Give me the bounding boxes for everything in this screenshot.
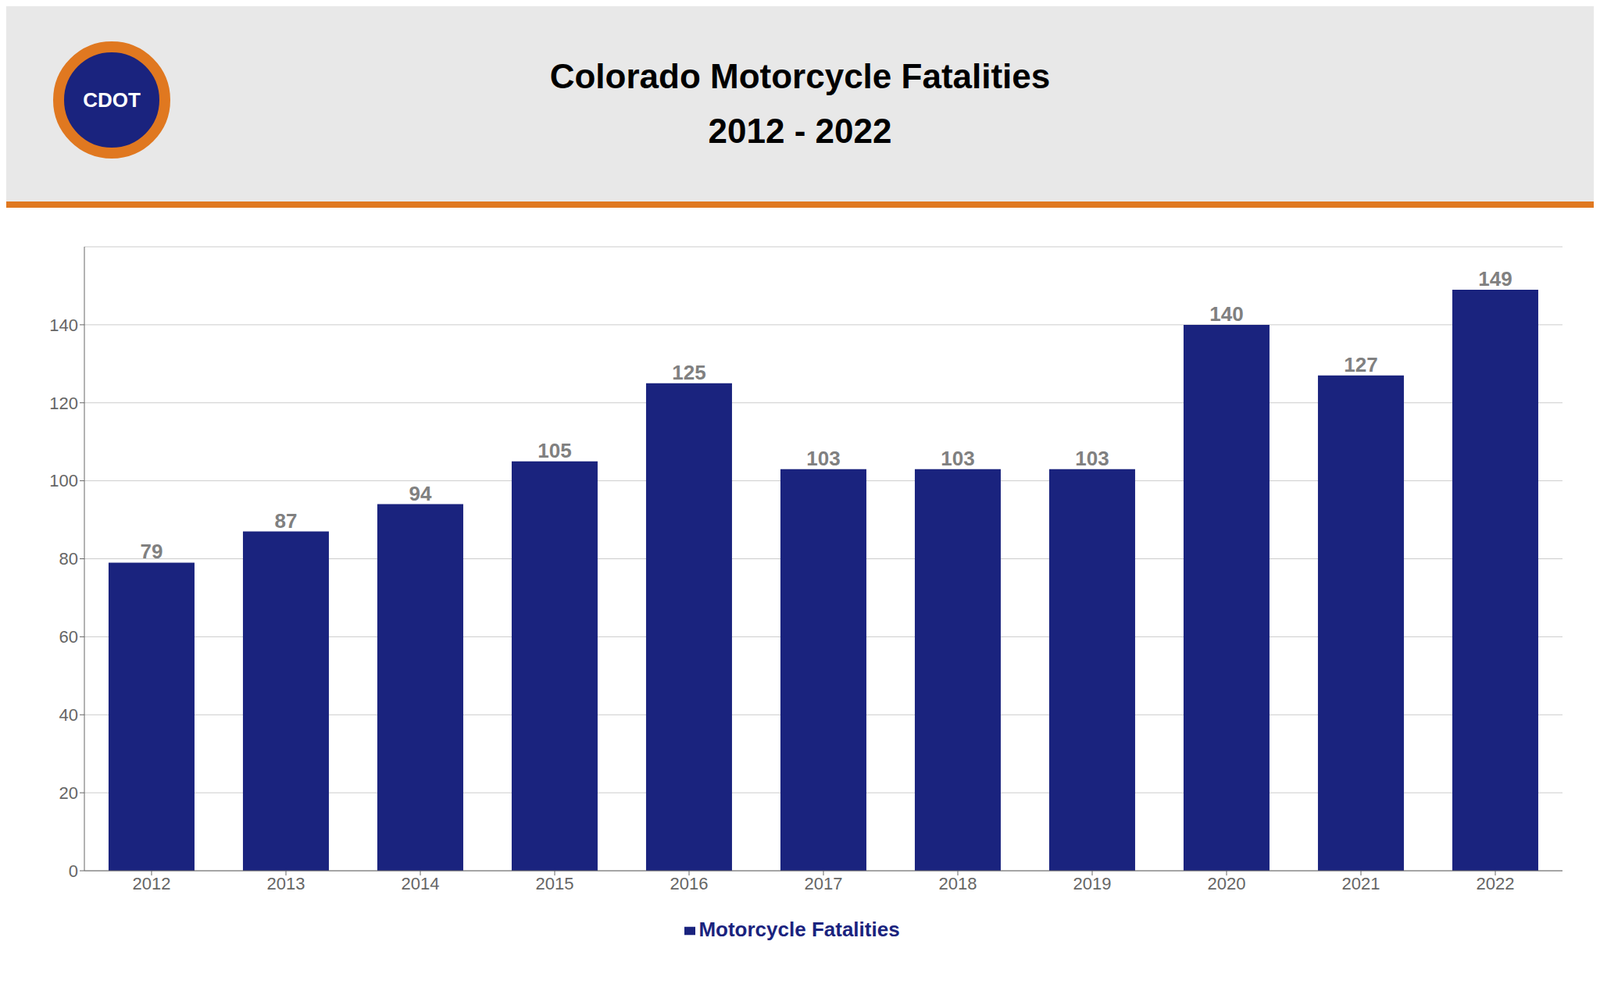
svg-text:2013: 2013 [267,874,306,894]
svg-text:2021: 2021 [1342,874,1381,894]
svg-text:125: 125 [671,360,706,385]
svg-text:140: 140 [49,315,79,336]
svg-text:2019: 2019 [1073,874,1112,894]
svg-text:140: 140 [1209,302,1243,326]
svg-text:120: 120 [49,393,79,414]
svg-text:105: 105 [537,439,572,463]
svg-text:100: 100 [49,471,79,491]
svg-text:94: 94 [408,482,432,506]
svg-text:60: 60 [59,627,79,647]
svg-text:103: 103 [1075,446,1109,471]
svg-text:40: 40 [59,705,79,725]
svg-text:87: 87 [274,509,297,533]
svg-text:2018: 2018 [939,874,978,894]
svg-text:2020: 2020 [1207,874,1247,894]
svg-text:149: 149 [1478,267,1512,291]
svg-text:2014: 2014 [401,874,440,894]
svg-text:79: 79 [139,539,163,564]
svg-text:103: 103 [940,446,975,471]
svg-text:80: 80 [59,549,79,569]
svg-text:103: 103 [806,446,840,471]
html-text:CDOT: CDOT [82,87,141,112]
html-text:2012 - 2022: 2012 - 2022 [708,111,892,150]
svg-text:0: 0 [68,861,79,882]
svg-text:127: 127 [1343,353,1378,377]
svg-text:20: 20 [59,783,79,804]
svg-text:2015: 2015 [535,874,575,894]
svg-text:2012: 2012 [132,874,172,894]
html-text:Colorado Motorcycle Fatalities: Colorado Motorcycle Fatalities [549,57,1051,96]
svg-text:2016: 2016 [670,874,709,894]
html-text:Motorcycle Fatalities: Motorcycle Fatalities [698,917,900,942]
svg-text:2017: 2017 [804,874,843,894]
svg-text:2022: 2022 [1476,874,1515,894]
